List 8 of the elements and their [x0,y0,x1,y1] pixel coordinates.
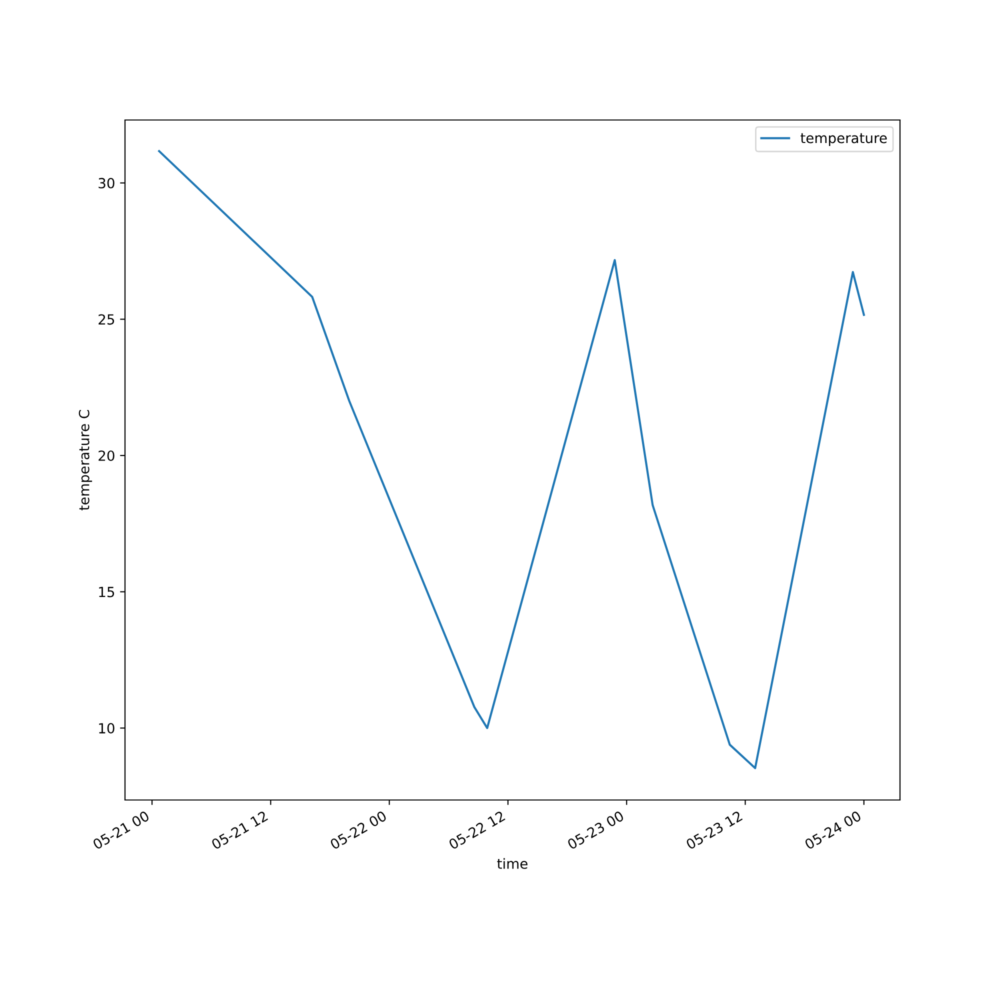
y-tick-label: 25 [98,314,114,325]
y-tick-label: 10 [99,723,114,734]
legend-label: temperature [800,133,887,146]
y-tick-label: 15 [99,586,114,598]
y-axis-title: temperature C [78,410,92,510]
x-axis-title: time [497,858,528,869]
y-tick-label: 20 [98,450,114,461]
y-tick-label: 30 [98,178,114,188]
